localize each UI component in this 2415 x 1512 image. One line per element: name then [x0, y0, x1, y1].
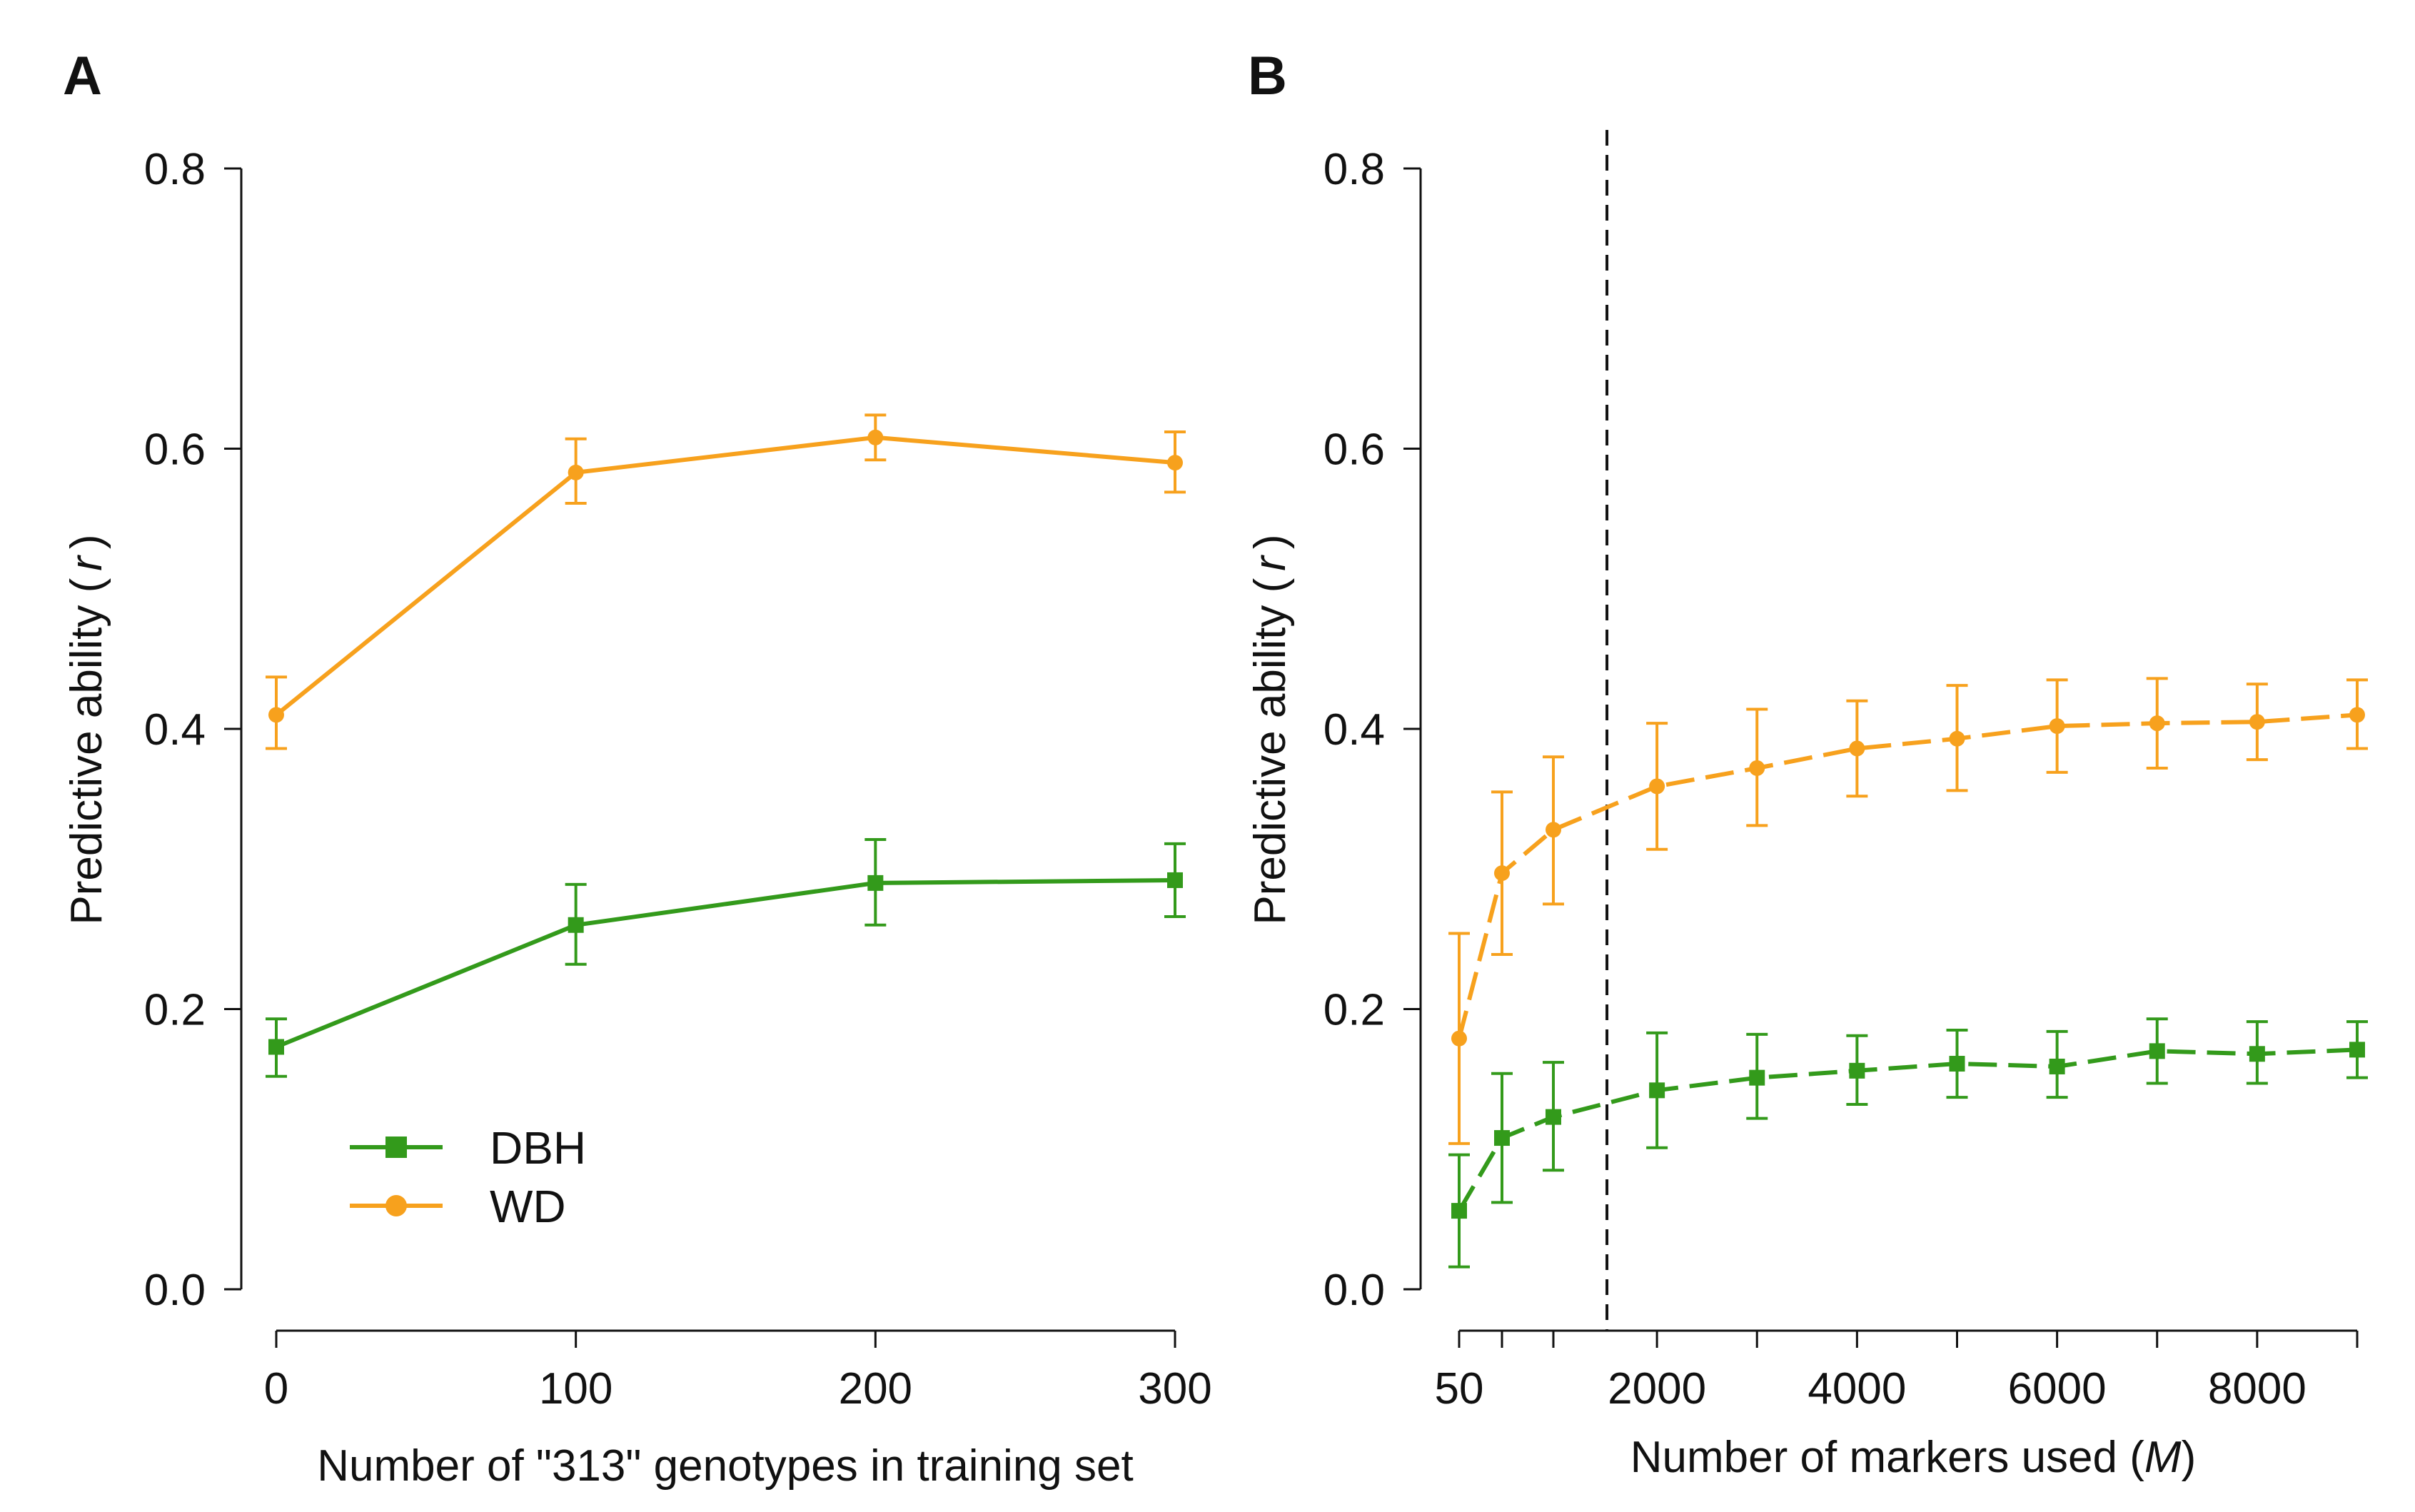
panel-b-x-tick-label: 4000: [1808, 1364, 1906, 1413]
panel-b-dbh-point: [1949, 1056, 1965, 1072]
panel-a-marks: 0.0 0.2 0.4 0.6 0.8 0 100 200 300: [144, 145, 1212, 1413]
panel-b-dbh-point: [1749, 1069, 1765, 1086]
panel-b-y-axis-title-main: Predictive ability (: [1246, 578, 1295, 924]
panel-b-wd-point: [1649, 778, 1665, 795]
panel-a-y-axis-title: Predictive ability ( r): [62, 534, 111, 924]
panel-a-series-dbh-line: [275, 878, 1176, 1049]
panel-b-series-dbh-line: [1457, 1047, 2358, 1212]
panel-b-series-wd-line: [1457, 712, 2358, 1039]
panel-b-dbh-point: [1649, 1082, 1665, 1099]
legend-wd-marker: [385, 1195, 407, 1216]
panel-a-x-axis-title: Number of "313" genotypes in training se…: [317, 1441, 1133, 1491]
panel-b-dbh-point: [1849, 1062, 1865, 1079]
panel-b-dbh-point: [1451, 1203, 1467, 1219]
panel-a-wd-point: [867, 429, 884, 445]
panel-a-y-tick-label: 0.0: [144, 1266, 206, 1315]
panel-b-wd-point: [1949, 730, 1965, 747]
panel-b-x-axis-title-main: Number of markers used (: [1630, 1433, 2144, 1482]
panel-b-marks: 0.0 0.2 0.4 0.6 0.8 50 2000 4000 6000 8000: [1324, 130, 2368, 1413]
panel-a-wd-point: [1167, 455, 1183, 471]
legend-wd-label: WD: [490, 1181, 566, 1232]
panel-a-y-tick-label: 0.6: [144, 425, 206, 475]
panel-b-y-tick-label: 0.6: [1324, 425, 1385, 475]
panel-b-wd-point: [1749, 760, 1765, 776]
panel-b-wd-point: [2349, 707, 2365, 723]
panel-a-dbh-point: [1167, 872, 1183, 888]
panel-a-x-tick-label: 200: [839, 1364, 912, 1413]
panel-b-x-axis-title: Number of markers used (M): [1630, 1433, 2196, 1482]
panel-a-wd-point: [268, 707, 284, 723]
panel-b-x-axis-title-end: ): [2182, 1433, 2197, 1482]
panel-b-wd-point: [1849, 740, 1865, 757]
panel-b-dbh-point: [2249, 1046, 2265, 1062]
panel-a-wd-point: [568, 464, 584, 480]
panel-b-y-tick-label: 0.8: [1324, 145, 1385, 194]
panel-b-x-tick-label: 2000: [1608, 1364, 1706, 1413]
panel-b-dbh-point: [2049, 1058, 2065, 1074]
panel-a-label: A: [63, 46, 102, 106]
panel-b-wd-point: [2049, 718, 2065, 735]
panel-a-dbh-point: [568, 917, 584, 933]
panel-a-y-tick-label: 0.2: [144, 986, 206, 1035]
panel-b-dbh-point: [1546, 1109, 1561, 1125]
panel-b-dbh-point: [1494, 1130, 1510, 1146]
panel-b-y-tick-label: 0.4: [1324, 705, 1385, 755]
panel-b-x-tick-label: 6000: [2008, 1364, 2107, 1413]
panel-a-series-wd-line: [275, 435, 1176, 717]
panel-b-wd-point: [2249, 714, 2265, 730]
panel-a-chart: 0.0 0.2 0.4 0.6 0.8 0 100 200 300 Number of "313…: [62, 145, 1212, 1491]
panel-a-dbh-point: [268, 1039, 284, 1055]
panel-b-y-tick-label: 0.0: [1324, 1266, 1385, 1315]
panel-b-x-tick-label: 50: [1435, 1364, 1484, 1413]
legend-dbh-label: DBH: [490, 1122, 586, 1174]
panel-b-y-axis-title: Predictive ability ( r): [1246, 534, 1295, 924]
panel-b-wd-point: [1546, 822, 1561, 838]
panel-b-y-axis-title-end: ): [1246, 534, 1295, 549]
panel-b-x-tick-label: 8000: [2208, 1364, 2306, 1413]
panel-b-wd-point: [2149, 715, 2165, 732]
panel-a-y-tick-label: 0.8: [144, 145, 206, 194]
panel-b-y-tick-label: 0.2: [1324, 986, 1385, 1035]
panel-a-y-axis-title-main: Predictive ability (: [62, 578, 111, 924]
panel-a-legend: DBH WD: [350, 1122, 586, 1232]
panel-b-x-axis-title-var: M: [2144, 1433, 2182, 1482]
panel-b-dbh-point: [2149, 1043, 2165, 1059]
legend-dbh-marker: [385, 1136, 407, 1158]
panel-a-dbh-point: [867, 875, 884, 891]
panel-a-x-tick-label: 100: [539, 1364, 612, 1413]
panel-b-label: B: [1248, 46, 1287, 106]
panel-a-y-axis-title-end: ): [62, 534, 111, 549]
panel-b-dbh-point: [2349, 1042, 2365, 1058]
panel-a-x-tick-label: 300: [1138, 1364, 1211, 1413]
panel-b-wd-point: [1451, 1030, 1467, 1047]
panel-a-y-tick-label: 0.4: [144, 705, 206, 755]
panel-a-y-axis-title-var: r: [62, 555, 111, 571]
panel-a-x-tick-label: 0: [264, 1364, 288, 1413]
panel-b-chart: 0.0 0.2 0.4 0.6 0.8 50 2000 4000 6000 8000 Number…: [1246, 130, 2368, 1482]
panel-b-wd-point: [1494, 865, 1510, 882]
panel-b-y-axis-title-var: r: [1246, 555, 1295, 571]
